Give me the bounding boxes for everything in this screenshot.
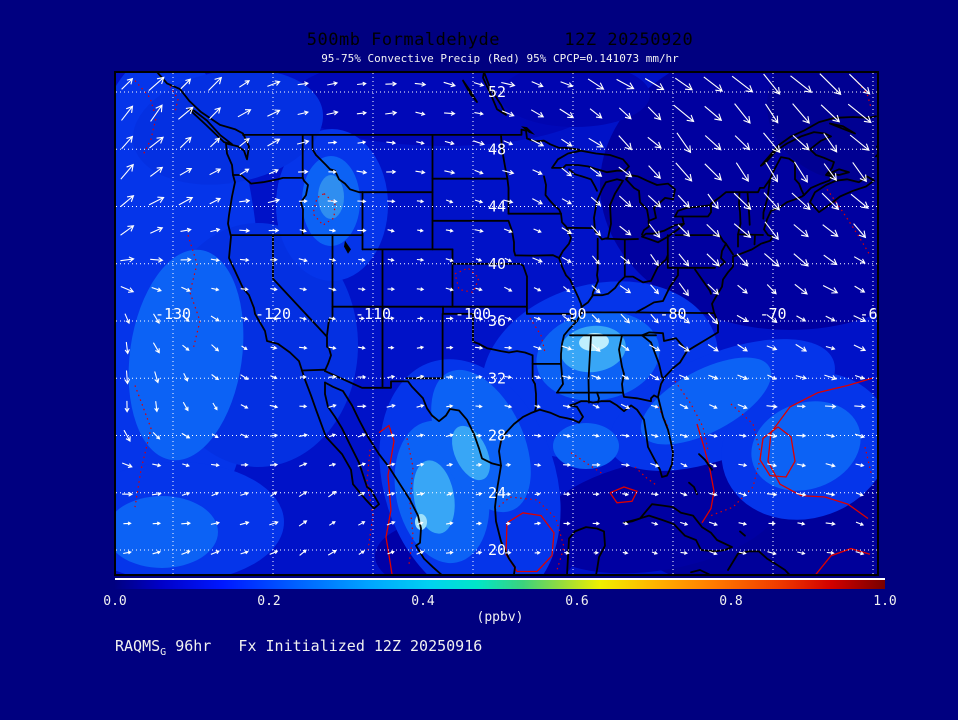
colorbar-tick-labels: 0.0 0.2 0.4 0.6 0.8 1.0 [103, 594, 896, 610]
lon-label: -100 [455, 305, 491, 323]
colorbar-tick: 0.4 [411, 594, 435, 609]
model-name: RAQMS [115, 637, 161, 655]
lat-label: 28 [488, 427, 506, 445]
page-title: 500mb Formaldehyde 12Z 20250920 [306, 30, 694, 50]
lon-label: -120 [255, 305, 291, 323]
lat-label: 52 [488, 83, 506, 101]
wind-arrows-layer [120, 73, 872, 556]
colorbar-gradient [115, 580, 885, 589]
colorbar-tick: 0.2 [257, 594, 281, 609]
precip-contours-solid-layer [378, 377, 873, 574]
map-svg: 52 48 44 40 36 32 28 24 20 -130 -120 -110 -100 -90 -80… [116, 73, 877, 574]
lat-label: 20 [488, 541, 506, 559]
lon-label: -60 [859, 305, 877, 323]
model-run-details: 96hr Fx Initialized 12Z 20250916 [166, 637, 483, 655]
lat-label: 48 [488, 140, 506, 158]
lon-label: -130 [155, 305, 191, 323]
colorbar-top-line [115, 578, 885, 580]
lon-label: -110 [355, 305, 391, 323]
colorbar-tick: 1.0 [873, 594, 897, 609]
lon-label: -80 [659, 305, 686, 323]
model-name-subscript: G [160, 647, 167, 658]
geo-fills-layer [344, 126, 535, 254]
lat-label: 24 [488, 484, 506, 502]
lon-label: -90 [559, 305, 586, 323]
geo-borders-layer [156, 73, 877, 574]
lat-label: 44 [488, 198, 506, 216]
lat-label: 32 [488, 369, 506, 387]
lat-label: 36 [488, 312, 506, 330]
latlon-grid-layer [116, 73, 877, 574]
colorbar-tick: 0.0 [103, 594, 127, 609]
colorbar-tick: 0.6 [565, 594, 589, 609]
colorbar-tick: 0.8 [719, 594, 743, 609]
lat-label: 40 [488, 255, 506, 273]
map-panel: 52 48 44 40 36 32 28 24 20 -130 -120 -110 -100 -90 -80… [114, 71, 879, 576]
model-run-label: RAQMSG 96hr Fx Initialized 12Z 20250916 [115, 637, 483, 658]
colorbar-unit-label: (ppbv) [476, 610, 524, 625]
plot-subtitle: 95-75% Convective Precip (Red) 95% CPCP=… [321, 52, 679, 65]
lon-label: -70 [759, 305, 786, 323]
latlon-labels-layer: 52 48 44 40 36 32 28 24 20 -130 -120 -110 -100 -90 -80… [155, 83, 877, 559]
